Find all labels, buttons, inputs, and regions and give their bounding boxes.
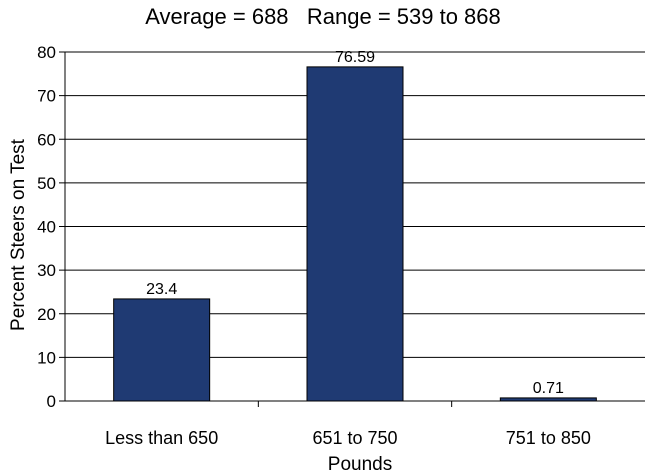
y-tick-label: 60 bbox=[37, 130, 56, 149]
bar bbox=[113, 298, 211, 402]
y-axis-ticks: 0 10 20 30 40 50 60 70 80 bbox=[37, 43, 65, 411]
x-tick-label: Less than 650 bbox=[105, 428, 218, 448]
data-label: 76.59 bbox=[335, 49, 375, 66]
x-axis-label: Pounds bbox=[328, 454, 392, 475]
bars: 23.4 76.59 0.71 bbox=[113, 49, 597, 402]
y-tick-label: 0 bbox=[47, 392, 56, 411]
y-tick-label: 40 bbox=[37, 218, 56, 237]
y-tick-label: 50 bbox=[37, 174, 56, 193]
x-tick-label: 751 to 850 bbox=[506, 428, 591, 448]
y-axis-label: Percent Steers on Test bbox=[8, 138, 29, 331]
x-tick-label: 651 to 750 bbox=[312, 428, 397, 448]
y-tick-label: 10 bbox=[37, 348, 56, 367]
data-label: 23.4 bbox=[146, 281, 177, 298]
y-tick-label: 20 bbox=[37, 305, 56, 324]
x-axis-ticks: Less than 650 651 to 750 751 to 850 bbox=[105, 401, 591, 448]
chart-title: Average = 688 Range = 539 to 868 bbox=[145, 4, 501, 29]
y-tick-label: 30 bbox=[37, 261, 56, 280]
bar bbox=[306, 66, 404, 402]
data-label: 0.71 bbox=[533, 380, 564, 397]
y-tick-label: 70 bbox=[37, 87, 56, 106]
y-tick-label: 80 bbox=[37, 43, 56, 62]
